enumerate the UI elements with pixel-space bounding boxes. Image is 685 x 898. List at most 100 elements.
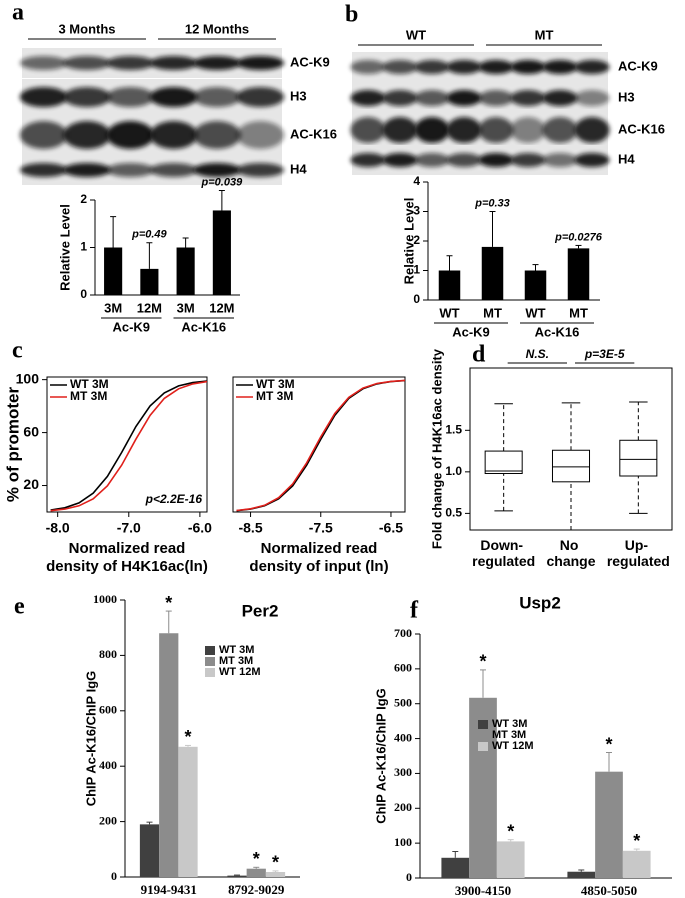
legend-swatch [478, 742, 488, 751]
panel-letter: f [410, 598, 419, 624]
blot-band [193, 87, 241, 107]
blot-band [19, 56, 68, 70]
bar [595, 771, 623, 878]
x-tick-label: -7.5 [309, 520, 333, 536]
blot-band [106, 56, 155, 70]
p-value: p=0.039 [201, 176, 244, 188]
x-tick-label: Up- regulated [607, 537, 670, 569]
y-tick-label: 3 [413, 204, 420, 218]
legend-swatch [205, 646, 215, 655]
blot-band [446, 153, 482, 167]
blot-band [414, 117, 450, 143]
significance-mark: * [633, 831, 640, 851]
x-tick-label: 3M [104, 300, 122, 315]
x-tick-label: WT [439, 305, 459, 320]
blot-group-label: 3 Months [58, 21, 115, 36]
blot-band [510, 60, 546, 74]
blot-band [106, 163, 155, 177]
y-tick-label: 800 [99, 647, 117, 661]
bar [178, 746, 198, 877]
chart-title: Usp2 [519, 593, 561, 612]
x-tick-label: MT [483, 305, 502, 320]
blot-band [542, 117, 578, 143]
blot-band [446, 60, 482, 74]
blot-band [106, 87, 155, 107]
blot-row-label: AC-K16 [290, 126, 337, 141]
significance-mark: * [253, 849, 260, 869]
blot-band [236, 56, 285, 70]
y-tick-label: 400 [99, 758, 117, 772]
legend-label: MT 3M [492, 729, 526, 741]
box [551, 449, 591, 483]
bar [159, 633, 179, 877]
y-tick-label: 0 [413, 292, 420, 306]
panel-letter: a [12, 0, 24, 26]
blot-band [350, 90, 386, 106]
box [484, 450, 523, 475]
y-tick-label: 1.0 [445, 464, 462, 478]
significance-mark: * [479, 652, 486, 672]
legend-label: WT 12M [219, 666, 261, 678]
y-tick-label: 0 [111, 869, 117, 883]
significance-mark: * [605, 734, 612, 754]
blot-band [149, 163, 198, 177]
chart-title: Per2 [242, 601, 279, 620]
x-axis-label: density of H4K16ac(ln) [46, 558, 208, 575]
blot-group-label: MT [535, 27, 554, 42]
x-tick-label: 9194-9431 [141, 882, 197, 897]
blot-row-label: AC-K16 [618, 121, 665, 136]
y-axis-label: Relative Level [401, 198, 416, 285]
bar [140, 268, 159, 295]
panel-letter: b [345, 2, 358, 28]
blot-row-label: AC-K9 [618, 58, 658, 73]
y-tick-label: 100 [16, 370, 40, 386]
y-axis-label: Relative Level [57, 204, 72, 291]
bar [441, 857, 470, 878]
blot-band [446, 90, 482, 106]
x-axis-label: Normalized read [69, 540, 186, 557]
significance-mark: * [184, 727, 191, 747]
bar [176, 247, 195, 295]
blot-band [414, 90, 450, 106]
significance-mark: * [165, 593, 172, 613]
blot-band [193, 121, 241, 149]
comparison-label: p=3E-5 [584, 347, 625, 361]
x-tick-label: 3M [177, 300, 195, 315]
y-tick-label: 700 [394, 626, 412, 640]
blot-row-label: H3 [618, 89, 635, 104]
bar [622, 850, 651, 878]
bar [438, 270, 461, 300]
panel-letter: d [472, 342, 486, 368]
bar [246, 868, 266, 877]
blot-band [193, 163, 241, 177]
y-tick-label: 20 [23, 476, 39, 492]
significance-mark: * [507, 821, 514, 841]
y-tick-label: 0 [80, 287, 87, 301]
blot-band [574, 153, 610, 167]
blot-band [19, 163, 68, 177]
blot-band [382, 117, 418, 143]
blot-band [149, 121, 198, 149]
blot-band [350, 117, 386, 143]
blot-row-label: H4 [618, 151, 635, 166]
blot-band [63, 87, 111, 107]
bar [481, 246, 504, 300]
blot-band [193, 56, 241, 70]
blot-band [149, 56, 198, 70]
panel-letter: e [14, 594, 25, 620]
blot-group-label: WT [406, 27, 426, 42]
legend-label: WT 3M [256, 377, 295, 391]
legend-swatch [205, 657, 215, 666]
y-axis-label: % of promoter [3, 387, 22, 503]
blot-band [542, 153, 578, 167]
p-value: p=0.33 [474, 197, 510, 209]
box [619, 439, 658, 477]
legend-label: WT 3M [492, 718, 527, 730]
blot-band [542, 60, 578, 74]
bar [212, 210, 231, 295]
blot-band [350, 60, 386, 74]
legend-label: WT 12M [492, 740, 534, 752]
x-tick-label: 12M [137, 300, 162, 315]
blot-band [63, 56, 111, 70]
